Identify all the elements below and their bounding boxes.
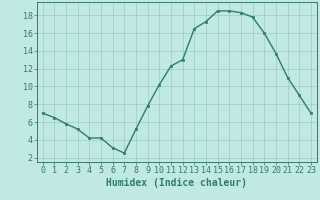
X-axis label: Humidex (Indice chaleur): Humidex (Indice chaleur) (106, 178, 247, 188)
